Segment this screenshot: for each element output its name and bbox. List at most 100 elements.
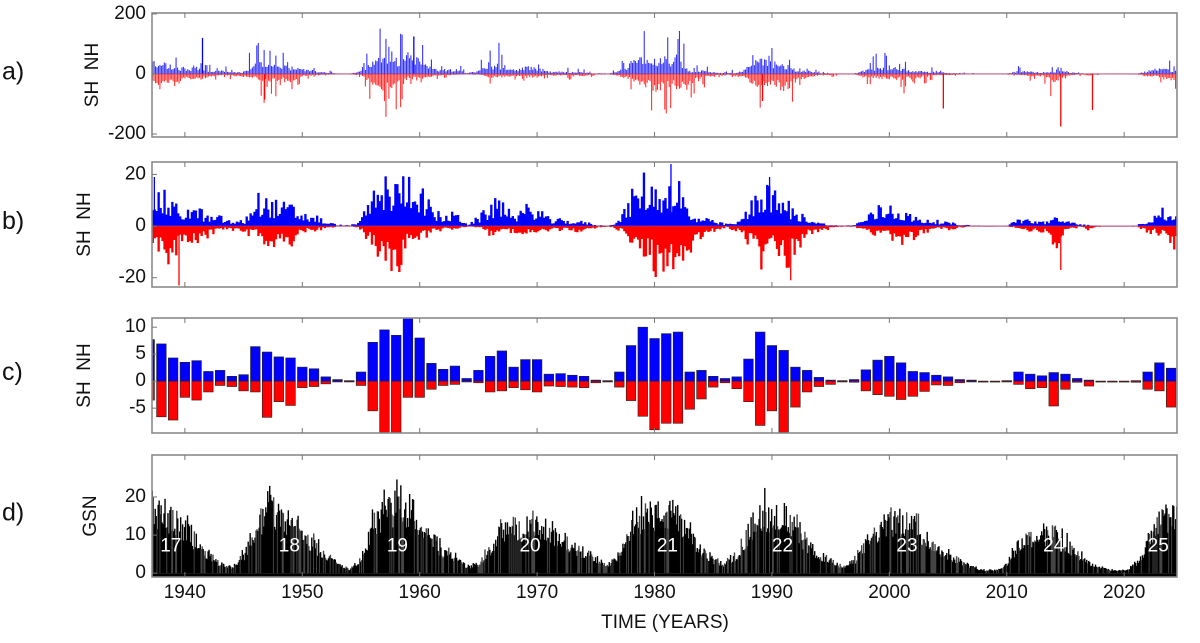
nh-bar xyxy=(379,329,390,382)
gsn-bar xyxy=(886,520,888,574)
nh-bar xyxy=(519,210,522,227)
gsn-bar xyxy=(293,526,295,574)
sh-bar xyxy=(587,226,591,229)
gsn-bar xyxy=(585,556,587,574)
gsn-bar xyxy=(309,550,311,574)
sh-bar xyxy=(249,226,252,230)
gsn-bar xyxy=(308,545,310,574)
nh-bar xyxy=(359,220,362,227)
gsn-bar xyxy=(960,560,963,574)
nh-bar xyxy=(1047,223,1051,227)
nh-bar xyxy=(666,208,669,227)
gsn-bar xyxy=(925,546,927,574)
gsn-bar xyxy=(285,534,288,574)
gsn-bar xyxy=(542,534,544,574)
gsn-bar xyxy=(794,526,796,574)
sh-bar xyxy=(435,226,438,230)
gsn-bar xyxy=(217,560,219,574)
sh-bar xyxy=(1149,226,1152,235)
sh-bar xyxy=(670,226,673,245)
sh-bar xyxy=(302,226,305,232)
gsn-bar xyxy=(479,564,481,574)
gsn-bar xyxy=(1013,557,1016,574)
sh-bar xyxy=(426,380,437,390)
sh-bar xyxy=(462,226,466,228)
gsn-bar xyxy=(661,519,663,574)
nh-bar xyxy=(1067,221,1070,227)
sh-bar xyxy=(684,380,695,410)
nh-bar xyxy=(1063,222,1066,227)
gsn-bar xyxy=(718,562,720,574)
sh-bar xyxy=(1045,226,1049,232)
gsn-bar xyxy=(1019,550,1021,574)
gsn-bar xyxy=(1117,570,1119,574)
sh-bar xyxy=(742,226,745,231)
gsn-bar xyxy=(594,557,597,574)
gsn-bar xyxy=(804,531,806,574)
nh-bar xyxy=(906,215,910,227)
sh-bar xyxy=(942,380,954,386)
gsn-bar xyxy=(785,506,788,574)
sh-bar xyxy=(564,226,567,228)
gsn-bar xyxy=(372,528,375,574)
gsn-bar xyxy=(313,533,315,574)
nh-bar xyxy=(227,220,231,227)
gsn-bar xyxy=(281,512,284,574)
gsn-bar xyxy=(1053,526,1056,574)
gsn-bar xyxy=(731,561,734,574)
gsn-bar xyxy=(271,501,274,574)
gsn-bar xyxy=(723,563,726,574)
gsn-bar xyxy=(1133,561,1136,574)
gsn-bar xyxy=(879,524,881,574)
gsn-bar xyxy=(834,565,836,574)
gsn-bar xyxy=(1169,517,1171,574)
nh-bar xyxy=(785,211,788,227)
nh-bar xyxy=(742,218,745,227)
panel-b-marks xyxy=(152,164,1177,286)
gsn-bar xyxy=(477,566,479,574)
gsn-bar xyxy=(744,548,746,574)
panel-frame xyxy=(151,161,1178,288)
sh-bar xyxy=(781,226,785,241)
nh-bar xyxy=(931,374,942,382)
gsn-bar xyxy=(578,545,580,574)
gsn-bar xyxy=(1107,568,1109,574)
gsn-bar xyxy=(485,558,487,574)
gsn-bar xyxy=(547,537,550,574)
nh-bar xyxy=(449,221,452,227)
nh-bar xyxy=(1143,224,1147,227)
gsn-bar xyxy=(779,528,782,574)
sh-bar xyxy=(378,226,381,252)
panel-b: 200-20b) SH NH xyxy=(2,161,1178,288)
gsn-bar xyxy=(792,530,794,574)
gsn-bar xyxy=(191,545,194,574)
gsn-bar xyxy=(752,512,754,574)
gsn-bar xyxy=(1093,566,1096,574)
nh-bar xyxy=(1154,362,1165,382)
sh-bar xyxy=(586,226,589,228)
gsn-bar xyxy=(830,558,833,574)
sh-bar xyxy=(231,226,235,231)
gsn-bar xyxy=(509,526,512,574)
gsn-bar xyxy=(522,533,524,574)
nh-bar xyxy=(593,224,597,227)
sh-bar xyxy=(153,226,156,239)
gsn-bar xyxy=(916,535,919,574)
sh-bar xyxy=(285,380,296,406)
gsn-bar xyxy=(268,502,270,574)
nh-bar xyxy=(325,223,329,227)
gsn-bar xyxy=(488,547,490,574)
sh-bar xyxy=(437,226,440,230)
nh-bar xyxy=(656,209,659,227)
sh-bar xyxy=(535,226,538,233)
gsn-bar xyxy=(176,510,178,574)
gsn-bar xyxy=(235,564,238,574)
sh-bar xyxy=(496,226,499,231)
gsn-bar xyxy=(221,562,223,574)
sh-bar xyxy=(372,226,376,235)
nh-bar xyxy=(764,209,767,227)
gsn-bar xyxy=(257,530,259,574)
gsn-bar xyxy=(318,553,321,574)
sh-bar xyxy=(638,226,642,249)
gsn-bar xyxy=(913,515,916,574)
